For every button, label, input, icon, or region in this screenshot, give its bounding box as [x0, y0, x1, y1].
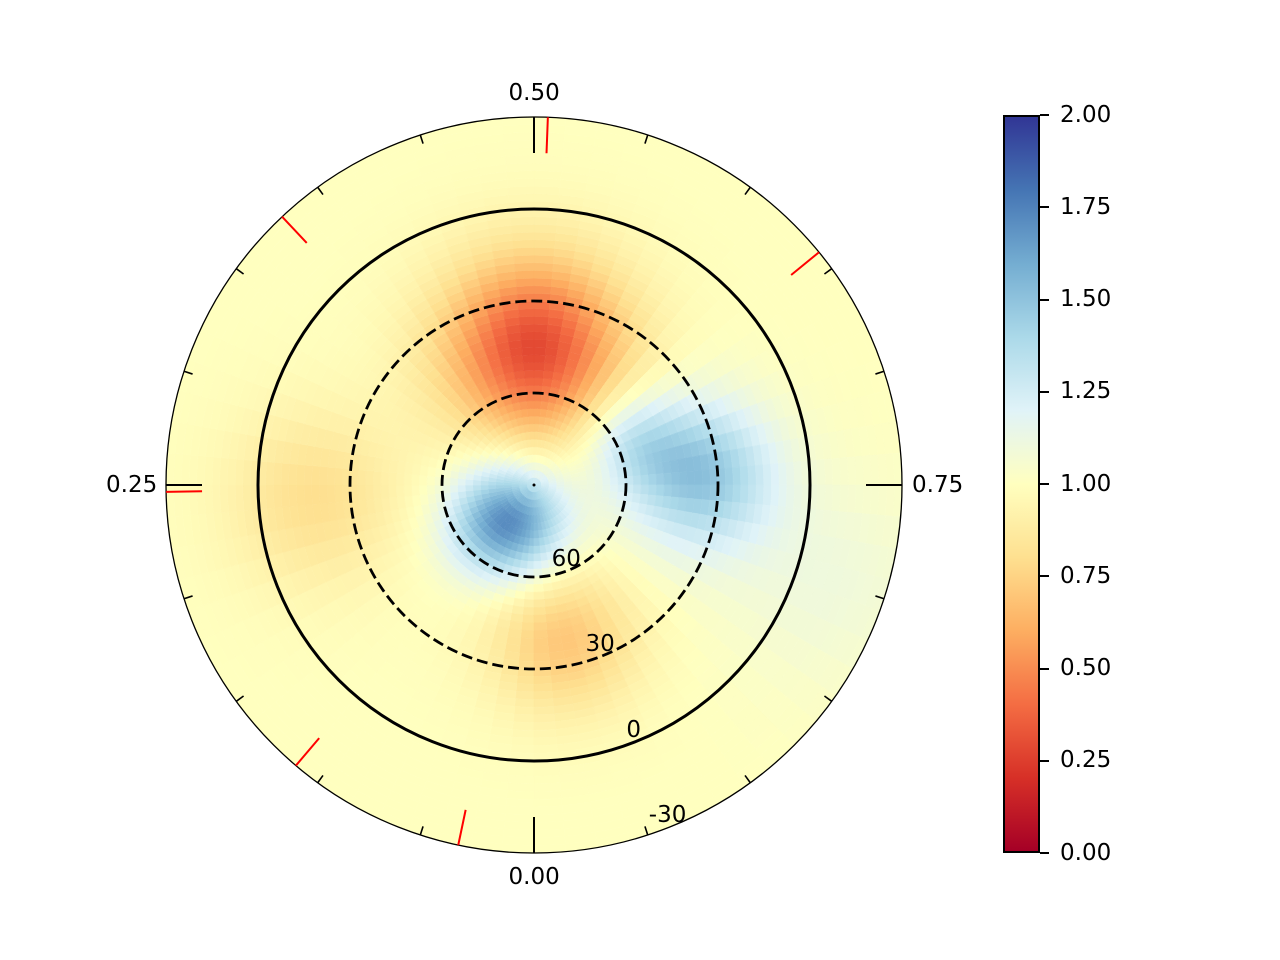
latitude-label: -30	[648, 802, 687, 829]
phase-tick-label: 0.25	[106, 471, 158, 498]
red-phase-marker	[790, 251, 820, 276]
colorbar-tick	[1040, 575, 1049, 578]
colorbar-tick	[1040, 759, 1049, 762]
phase-tick-label: 0.00	[508, 863, 560, 890]
minor-phase-tick	[317, 774, 324, 784]
phase-tick-label: 0.50	[508, 79, 560, 106]
colorbar-tick-label: 0.00	[1060, 839, 1112, 866]
colorbar-tick-label: 1.50	[1060, 286, 1112, 312]
colorbar-tick	[1040, 852, 1049, 854]
latitude-circle-30	[348, 299, 720, 671]
red-phase-marker	[281, 216, 308, 244]
colorbar-tick	[1040, 667, 1049, 670]
minor-phase-tick	[317, 186, 324, 196]
colorbar-tick-label: 1.25	[1060, 378, 1112, 405]
colorbar-tick-label: 2.00	[1060, 101, 1112, 128]
minor-phase-tick	[235, 268, 245, 275]
colorbar-tick-label: 1.00	[1060, 470, 1112, 497]
colorbar-tick-label: 0.75	[1060, 562, 1112, 589]
minor-phase-tick	[183, 595, 193, 600]
colorbar-tick	[1040, 206, 1049, 209]
colorbar-tick	[1040, 390, 1049, 393]
minor-phase-tick	[419, 134, 424, 144]
latitude-circle-0	[256, 207, 812, 763]
minor-phase-tick	[235, 695, 245, 702]
colorbar-tick	[1040, 483, 1049, 485]
minor-phase-tick	[875, 595, 885, 600]
red-phase-marker	[457, 809, 467, 846]
phase-tick-label: 0.75	[912, 471, 964, 498]
latitude-label: 0	[626, 716, 642, 743]
latitude-label: 30	[585, 631, 615, 658]
minor-phase-tick	[644, 826, 649, 836]
minor-phase-tick	[823, 695, 833, 702]
minor-phase-tick	[744, 774, 751, 784]
minor-phase-tick	[744, 186, 751, 196]
colorbar	[1003, 115, 1040, 853]
minor-phase-tick	[823, 268, 833, 275]
minor-phase-tick	[419, 826, 424, 836]
colorbar-tick-label: 1.75	[1060, 193, 1112, 220]
colorbar-tick-label: 0.25	[1060, 747, 1112, 774]
minor-phase-tick	[875, 370, 885, 375]
minor-phase-tick	[183, 370, 193, 375]
latitude-circle-60	[440, 391, 628, 579]
pole-dot	[532, 483, 536, 487]
red-phase-marker	[166, 490, 203, 493]
colorbar-tick	[1040, 298, 1049, 301]
red-phase-marker	[545, 117, 549, 154]
red-phase-marker	[295, 737, 320, 767]
latitude-label: 60	[551, 545, 581, 572]
colorbar-tick	[1040, 114, 1049, 116]
colorbar-tick-label: 0.50	[1060, 655, 1112, 681]
minor-phase-tick	[644, 134, 649, 144]
